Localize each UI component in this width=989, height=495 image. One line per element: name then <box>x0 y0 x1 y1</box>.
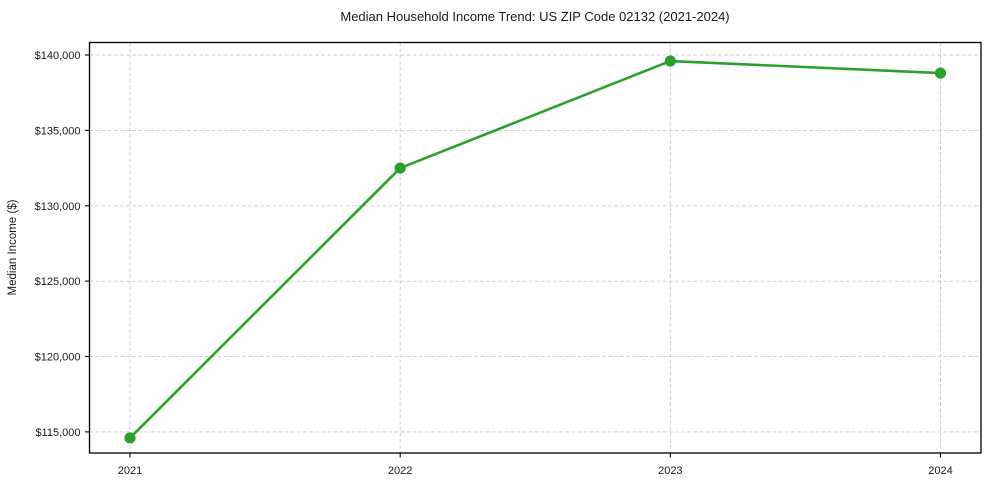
axis-ticks <box>85 54 942 458</box>
x-tick-label: 2024 <box>928 465 952 477</box>
y-tick-label: $125,000 <box>35 276 81 288</box>
y-tick-label: $135,000 <box>35 125 81 137</box>
data-point-2021 <box>124 432 136 444</box>
grid-layer <box>89 42 981 453</box>
axis-tick-labels: $115,000 $120,000 $125,000 $130,000 $135,000… <box>35 50 953 477</box>
data-point-2024 <box>934 67 947 79</box>
y-axis-label: Median Income ($) <box>7 199 19 295</box>
y-tick-label: $140,000 <box>35 50 81 62</box>
plot-area <box>89 42 981 453</box>
trend-line <box>128 59 942 440</box>
data-point-2022 <box>394 162 406 174</box>
x-tick-label: 2023 <box>658 465 682 477</box>
data-point-2023 <box>664 55 676 67</box>
x-tick-label: 2021 <box>118 465 142 477</box>
chart-title: Median Household Income Trend: US ZIP Co… <box>340 9 729 24</box>
plot-border <box>88 41 982 454</box>
y-tick-label: $120,000 <box>35 352 81 364</box>
y-tick-label: $115,000 <box>35 427 80 439</box>
x-tick-label: 2022 <box>388 465 412 477</box>
y-tick-label: $130,000 <box>35 201 81 213</box>
series-layer <box>124 55 947 444</box>
